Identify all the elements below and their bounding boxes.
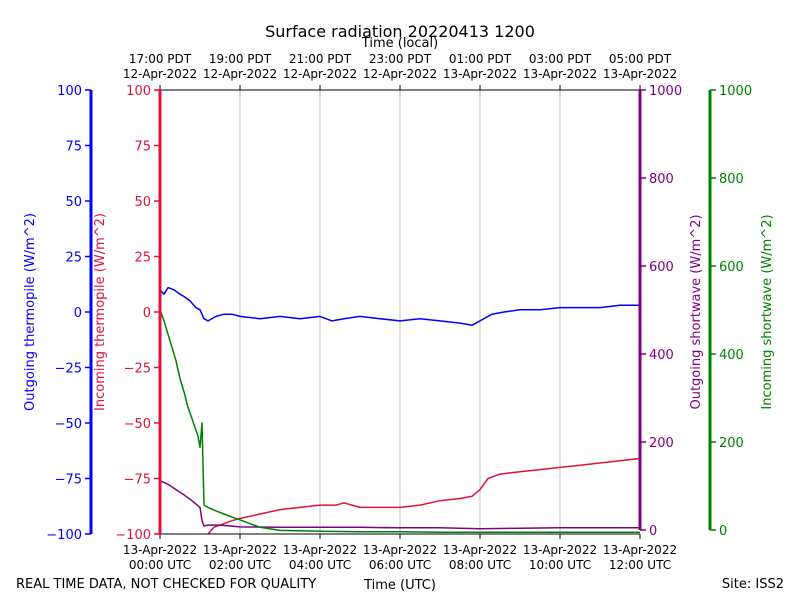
x-tick-label-local-time: 17:00 PDT: [129, 52, 192, 66]
y-tick-label: −25: [124, 362, 151, 377]
y-tick-label: −50: [124, 417, 151, 432]
x-tick-label-utc-time: 10:00 UTC: [529, 558, 591, 572]
x-tick-label-local-time: 21:00 PDT: [289, 52, 352, 66]
x-tick-label-local-date: 12-Apr-2022: [203, 67, 277, 81]
y-tick-label: 400: [719, 348, 744, 363]
x-tick-label-utc-date: 13-Apr-2022: [203, 543, 277, 557]
x-tick-label-local-date: 13-Apr-2022: [523, 67, 597, 81]
top-axis-label: Time (local): [361, 36, 438, 51]
x-tick-label-local-time: 23:00 PDT: [369, 52, 432, 66]
x-tick-label-utc-date: 13-Apr-2022: [283, 543, 357, 557]
y-axis-label: Outgoing thermopile (W/m^2): [23, 213, 38, 411]
series-line-outgoing-thermopile: [159, 286, 640, 327]
x-tick-label-local-date: 12-Apr-2022: [363, 67, 437, 81]
x-tick-label-utc-date: 13-Apr-2022: [363, 543, 437, 557]
y-tick-label: 600: [649, 260, 674, 275]
x-tick-label-utc-time: 06:00 UTC: [369, 558, 431, 572]
y-tick-label: 0: [143, 306, 151, 321]
y-tick-label: 100: [57, 84, 82, 99]
x-tick-label-utc-time: 02:00 UTC: [209, 558, 271, 572]
x-tick-label-utc-time: 04:00 UTC: [289, 558, 351, 572]
y-tick-label: 0: [74, 306, 82, 321]
x-tick-label-local-date: 12-Apr-2022: [283, 67, 357, 81]
y-tick-label: 25: [134, 251, 151, 266]
series-line-incoming-shortwave: [159, 309, 640, 533]
x-tick-label-local-time: 01:00 PDT: [449, 52, 512, 66]
series-line-outgoing-shortwave: [159, 480, 640, 530]
x-tick-label-local-time: 05:00 PDT: [609, 52, 672, 66]
y-tick-label: 800: [719, 172, 744, 187]
y-tick-label: −50: [55, 417, 82, 432]
y-tick-label: 25: [65, 251, 82, 266]
x-tick-label-utc-time: 08:00 UTC: [449, 558, 511, 572]
footer-disclaimer: REAL TIME DATA, NOT CHECKED FOR QUALITY: [16, 577, 316, 592]
x-tick-label-local-date: 13-Apr-2022: [603, 67, 677, 81]
y-axis-label: Incoming shortwave (W/m^2): [760, 214, 775, 409]
y-axis-label: Outgoing shortwave (W/m^2): [689, 214, 704, 409]
y-tick-label: 1000: [649, 84, 682, 99]
x-tick-label-local-time: 19:00 PDT: [209, 52, 272, 66]
y-tick-label: 100: [126, 84, 151, 99]
y-tick-label: 600: [719, 260, 744, 275]
y-tick-label: −75: [124, 473, 151, 488]
x-tick-label-local-date: 12-Apr-2022: [123, 67, 197, 81]
x-tick-label-local-time: 03:00 PDT: [529, 52, 592, 66]
y-tick-label: 50: [134, 195, 151, 210]
series-line-incoming-thermopile: [207, 457, 641, 535]
x-tick-label-utc-date: 13-Apr-2022: [443, 543, 517, 557]
y-tick-label: 50: [65, 195, 82, 210]
x-axis-label: Time (UTC): [363, 578, 436, 593]
y-tick-label: 0: [719, 524, 727, 539]
y-tick-label: 0: [649, 524, 657, 539]
y-tick-label: 200: [649, 436, 674, 451]
y-axis-label: Incoming thermopile (W/m^2): [93, 213, 108, 411]
y-tick-label: 75: [134, 140, 151, 155]
x-tick-label-utc-time: 00:00 UTC: [129, 558, 191, 572]
y-tick-label: 200: [719, 436, 744, 451]
x-tick-label-utc-date: 13-Apr-2022: [523, 543, 597, 557]
y-tick-label: −75: [55, 473, 82, 488]
x-tick-label-utc-time: 12:00 UTC: [609, 558, 671, 572]
y-tick-label: 1000: [719, 84, 752, 99]
y-tick-label: −100: [46, 528, 82, 543]
x-tick-label-utc-date: 13-Apr-2022: [123, 543, 197, 557]
chart-title: Surface radiation 20220413 1200: [265, 22, 535, 41]
y-tick-label: 800: [649, 172, 674, 187]
x-tick-label-utc-date: 13-Apr-2022: [603, 543, 677, 557]
y-tick-label: −100: [115, 528, 151, 543]
footer-site: Site: ISS2: [722, 577, 784, 592]
y-tick-label: −25: [55, 362, 82, 377]
y-tick-label: 75: [65, 140, 82, 155]
x-tick-label-local-date: 13-Apr-2022: [443, 67, 517, 81]
y-tick-label: 400: [649, 348, 674, 363]
